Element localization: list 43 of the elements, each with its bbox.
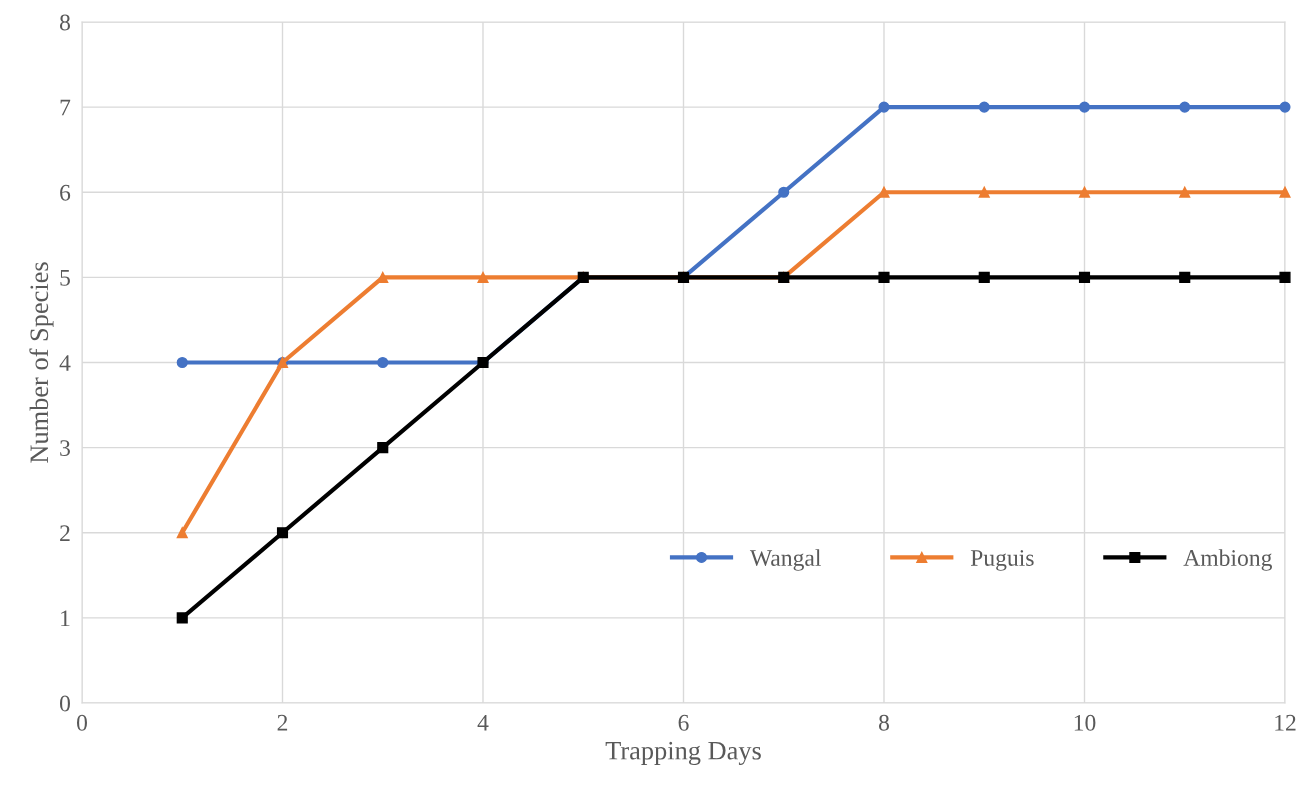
- point: [1179, 101, 1191, 113]
- x-tick-label: 8: [879, 714, 889, 731]
- x-tick-label: 4: [477, 714, 489, 731]
- point: [1179, 271, 1191, 283]
- point: [1078, 186, 1091, 198]
- y-tick-label: 6: [60, 184, 71, 201]
- x-tick-label: 2: [277, 714, 288, 731]
- point: [878, 101, 890, 113]
- point: [276, 527, 289, 539]
- x-axis-title: Trapping Days: [605, 741, 761, 766]
- y-tick-label: 2: [60, 525, 70, 541]
- point: [1279, 271, 1291, 283]
- point: [477, 271, 489, 283]
- point: [978, 271, 990, 283]
- y-tick-label: 1: [61, 610, 70, 627]
- point: [1078, 271, 1091, 283]
- legend-label: Wangal: [749, 549, 821, 571]
- y-tick-label: 3: [60, 440, 70, 457]
- y-tick-label: 5: [60, 270, 70, 286]
- x-tick-label: 10: [1074, 714, 1096, 731]
- point: [1078, 101, 1091, 113]
- y-tick-label: 8: [59, 14, 70, 31]
- point: [778, 186, 790, 198]
- legend-label: Ambiong: [1183, 549, 1272, 571]
- x-tick-label: 12: [1275, 714, 1296, 731]
- point: [176, 612, 188, 624]
- point: [1279, 186, 1291, 198]
- point: [377, 442, 389, 454]
- point: [176, 527, 188, 539]
- point: [176, 356, 188, 369]
- point: [1179, 186, 1191, 198]
- y-axis-title: Number of Species: [29, 262, 54, 463]
- point: [978, 186, 990, 198]
- y-tick-label: 7: [60, 99, 71, 116]
- y-tick-label: 4: [59, 355, 71, 371]
- legend-label: Puguis: [970, 550, 1034, 571]
- point: [377, 356, 389, 369]
- x-tick-label: 0: [77, 714, 87, 731]
- x-tick-label: 6: [678, 714, 689, 731]
- point: [978, 101, 990, 113]
- y-tick-label: 0: [59, 695, 70, 712]
- point: [878, 271, 890, 283]
- point: [1279, 101, 1291, 113]
